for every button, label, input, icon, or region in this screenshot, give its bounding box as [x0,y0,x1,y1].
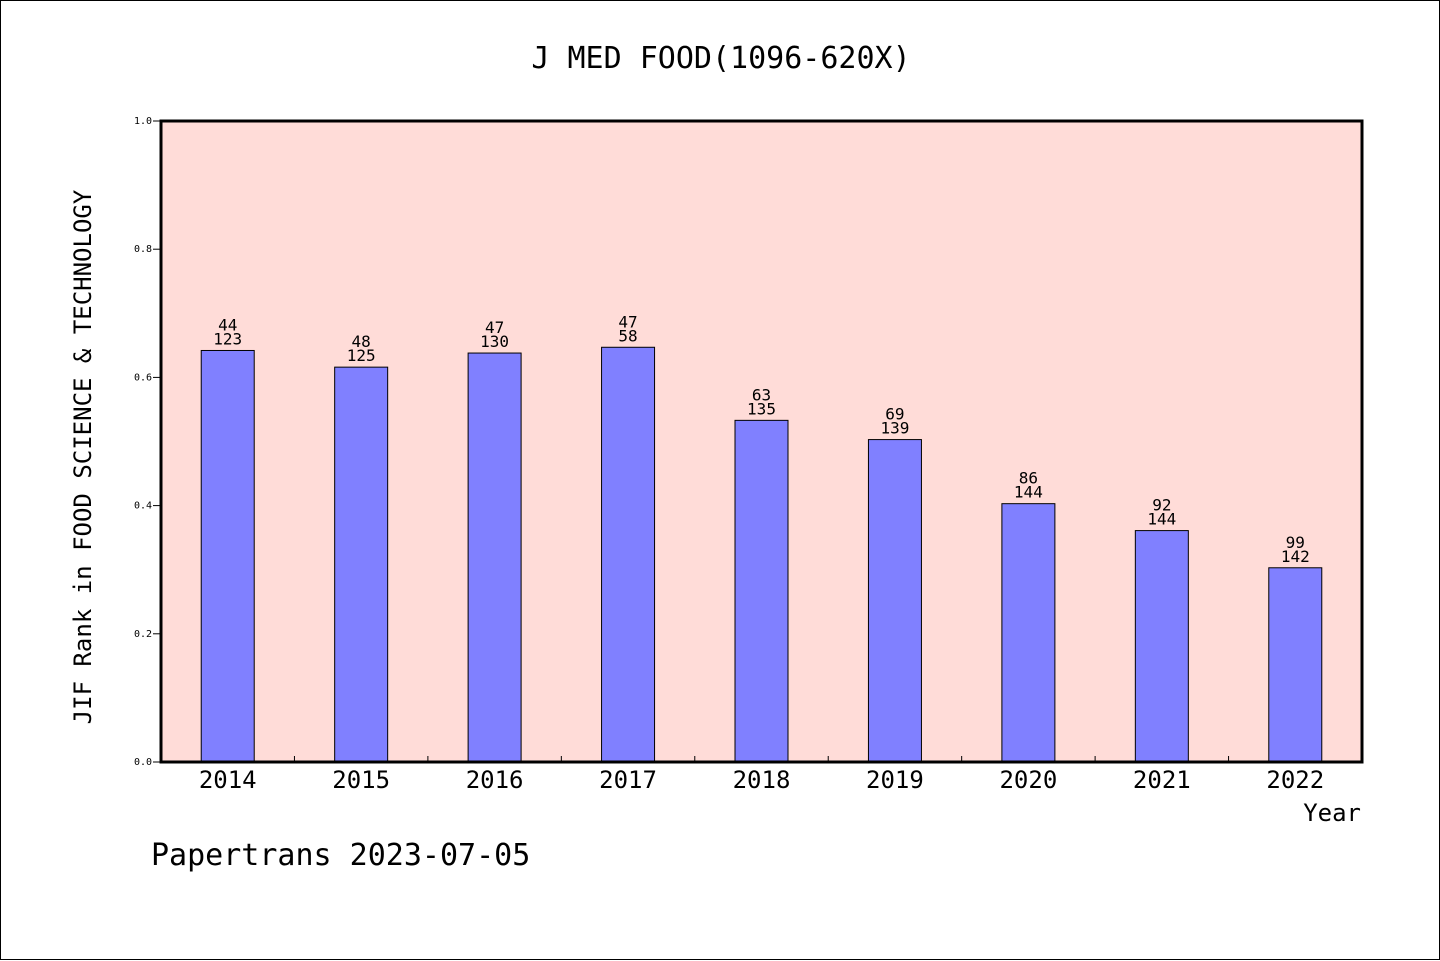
y-tick-label: 0.2 [134,629,152,640]
bars [200,346,1323,763]
bar-rank-label: 47 [618,312,637,331]
x-tick-label: 2018 [733,766,791,794]
bar-rank-label: 44 [218,315,237,334]
x-axis-ticks: 2014 2015 2016 2017 2018 2019 2020 2021 2022 [199,756,1324,794]
bar-rank-label: 48 [352,332,371,351]
bar-rank-label: 47 [485,318,504,337]
bar-rank-label: 92 [1152,496,1171,515]
bar-2022 [1268,567,1323,763]
bar-total-label: 58 [618,326,637,345]
y-axis-ticks: 0.0 0.2 0.4 0.6 0.8 1.0 [134,116,161,768]
y-tick-label: 0.8 [134,244,152,255]
x-tick-label: 2014 [199,766,257,794]
bar-total-label: 130 [480,332,509,351]
bar-rank-label: 69 [885,405,904,424]
bar-total-label: 144 [1147,510,1176,529]
y-tick-label: 0.6 [134,372,152,383]
y-tick-label: 0.0 [134,757,152,768]
bar-total-label: 135 [747,399,776,418]
y-tick-label: 1.0 [134,116,152,127]
bar-2015 [334,366,389,763]
bar-total-label: 144 [1014,483,1043,502]
bar-total-label: 139 [880,419,909,438]
bar-total-label: 142 [1281,547,1310,566]
bar-rank-label: 63 [752,385,771,404]
bar-2021 [1134,530,1189,763]
x-axis-label: Year [1303,799,1361,827]
bar-2014 [200,349,255,763]
chart-title: J MED FOOD(1096-620X) [531,41,910,76]
bar-2017 [601,346,656,763]
bar-2016 [467,352,522,763]
x-tick-label: 2019 [866,766,924,794]
bar-2019 [867,439,922,763]
bar-rank-label: 99 [1286,533,1305,552]
x-tick-label: 2017 [599,766,657,794]
y-tick-label: 0.4 [134,501,152,512]
bar-2018 [734,419,789,763]
x-tick-label: 2015 [332,766,390,794]
x-tick-label: 2021 [1133,766,1191,794]
footer-credit: Papertrans 2023-07-05 [151,838,530,873]
y-axis-label: JIF Rank in FOOD SCIENCE & TECHNOLOGY [69,189,97,724]
bar-rank-label: 86 [1019,469,1038,488]
plot-border [159,119,1364,764]
bar-total-label: 123 [213,329,242,348]
x-tick-label: 2020 [999,766,1057,794]
x-tick-label: 2016 [466,766,524,794]
bar-2020 [1001,503,1056,763]
bar-total-label: 125 [347,346,376,365]
x-tick-label: 2022 [1266,766,1324,794]
